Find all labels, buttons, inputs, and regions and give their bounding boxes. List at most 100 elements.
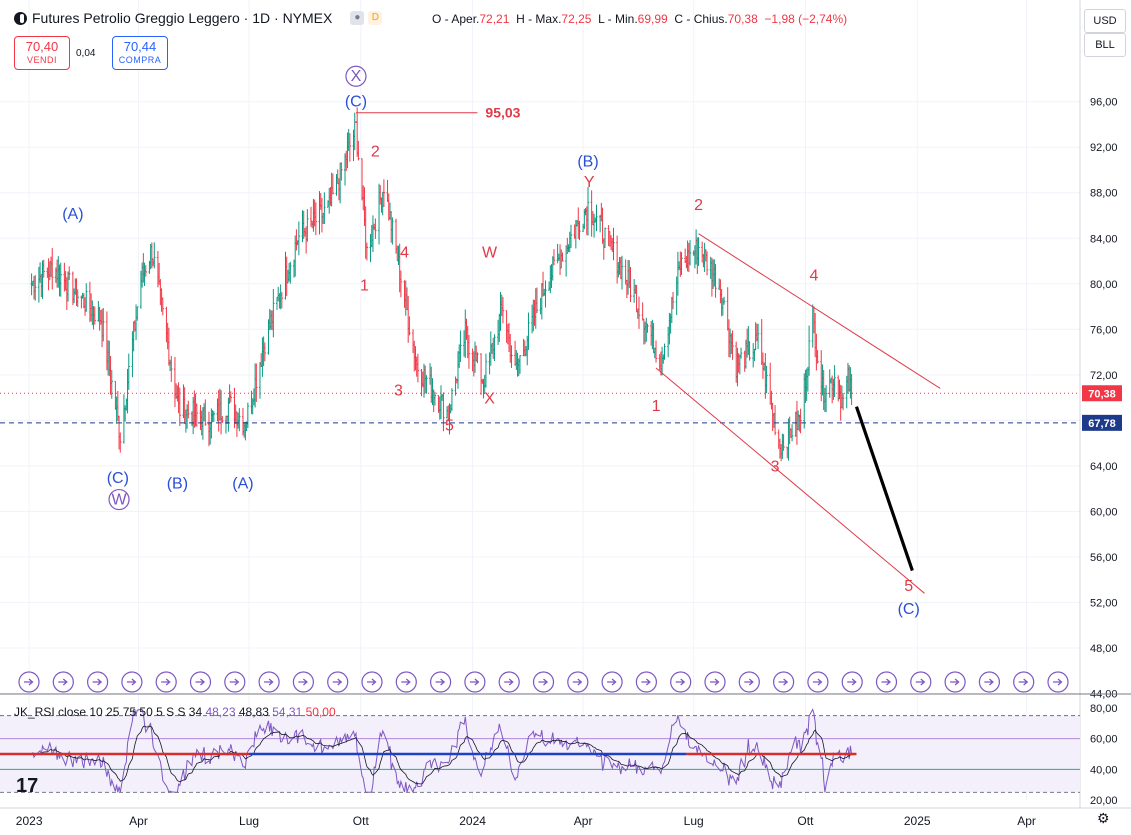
- arrow-icon: [332, 678, 343, 686]
- y-tick-label: 72,00: [1090, 370, 1118, 382]
- sell-price: 70,40: [25, 39, 59, 54]
- tv-logo: 17: [16, 775, 38, 797]
- rsi-y-tick: 20,00: [1090, 795, 1118, 807]
- wave-label: Y: [584, 174, 595, 191]
- x-tick-label: 2025: [904, 814, 931, 828]
- x-tick-label: Apr: [574, 814, 593, 828]
- x-tick-label: Lug: [684, 814, 704, 828]
- arrow-icon: [367, 678, 377, 686]
- y-tick-label: 60,00: [1090, 506, 1118, 518]
- wave-label: 4: [809, 267, 818, 284]
- low-value: 69,99: [637, 12, 668, 26]
- rsi-y-tick: 40,00: [1090, 764, 1118, 776]
- arrow-icon: [161, 678, 171, 686]
- arrow-icon: [401, 678, 411, 686]
- wave-label: 2: [371, 143, 380, 160]
- wave-label: 5: [445, 418, 454, 435]
- y-tick-label: 52,00: [1090, 597, 1118, 609]
- rsi-y-tick: 80,00: [1090, 703, 1118, 715]
- arrow-icon: [675, 678, 686, 686]
- arrow-icon: [778, 678, 789, 686]
- symbol-dot-icon: [14, 11, 27, 25]
- arrow-icon: [24, 678, 34, 686]
- rsi-signal-line: [31, 725, 852, 785]
- arrow-icon: [881, 678, 891, 686]
- sell-button[interactable]: 70,40 VENDI: [14, 36, 70, 70]
- price-grid: [0, 0, 1080, 800]
- wave-label: (B): [577, 154, 598, 171]
- price-badge-label: 67,78: [1088, 418, 1116, 430]
- settings-gear-icon[interactable]: ⚙: [1097, 810, 1110, 826]
- buy-price: 70,44: [123, 39, 157, 54]
- x-tick-label: Apr: [1017, 814, 1036, 828]
- high-value: 72,25: [561, 12, 592, 26]
- high-label: H - Max.: [516, 12, 562, 26]
- rsi-value-2: 48,83: [238, 705, 269, 719]
- wave-label: W: [482, 245, 498, 262]
- arrow-icon: [572, 678, 583, 686]
- arrow-icon: [1053, 678, 1063, 686]
- wave-label: (A): [62, 206, 83, 223]
- trend-line: [854, 406, 914, 572]
- x-tick-label: Lug: [239, 814, 259, 828]
- currency-selector[interactable]: USD: [1084, 9, 1126, 33]
- symbol-title[interactable]: Futures Petrolio Greggio Leggero · 1D · …: [32, 10, 333, 26]
- wave-label: 1: [652, 398, 661, 415]
- wave-circle: [345, 65, 367, 87]
- arrow-icon: [984, 678, 994, 686]
- rsi-params: close 10 25 75 50 5 S S 34: [58, 705, 203, 719]
- unit-selector[interactable]: BLL: [1084, 33, 1126, 57]
- change-value: −1,98 (−2,74%): [764, 12, 848, 26]
- close-value: 70,38: [727, 12, 758, 26]
- arrow-icon: [915, 678, 926, 686]
- arrow-icon: [1018, 678, 1029, 686]
- y-tick-label: 88,00: [1090, 188, 1118, 200]
- x-tick-label: Ott: [353, 814, 370, 828]
- data-badge[interactable]: D: [368, 11, 383, 25]
- candles: [30, 107, 853, 462]
- open-label: O - Aper.: [432, 12, 480, 26]
- close-label: C - Chius.: [674, 12, 728, 26]
- x-tick-label: Apr: [129, 814, 148, 828]
- sell-label: VENDI: [26, 55, 57, 65]
- arrow-icon: [710, 678, 720, 686]
- x-tick-label: 2023: [16, 814, 43, 828]
- wave-label: X: [484, 390, 495, 407]
- trend-line: [655, 367, 925, 594]
- ohlc-readout: O - Aper.72,21 H - Max.72,25 L - Min.69,…: [432, 12, 847, 26]
- symbol-legend: Futures Petrolio Greggio Leggero · 1D · …: [14, 10, 383, 26]
- wave-label: 4: [400, 245, 409, 262]
- rsi-value-1: 48,23: [205, 705, 236, 719]
- rsi-title[interactable]: JK_RSI: [14, 705, 55, 719]
- wave-label: 3: [394, 382, 403, 399]
- y-tick-label: 80,00: [1090, 279, 1118, 291]
- wave-label: (A): [232, 476, 253, 493]
- arrow-icon: [92, 678, 103, 686]
- arrow-icon: [504, 678, 514, 686]
- spread-value: 0,04: [76, 48, 96, 59]
- arrow-icon: [229, 678, 240, 686]
- rsi-y-tick: 60,00: [1090, 734, 1118, 746]
- arrow-icon: [607, 678, 617, 686]
- arrow-icon: [469, 678, 480, 686]
- wave-label: X: [351, 68, 362, 85]
- arrow-icon: [126, 678, 137, 686]
- arrow-icon: [435, 678, 446, 686]
- wave-circle: [108, 488, 130, 511]
- eye-icon[interactable]: ●: [350, 11, 365, 25]
- buy-button[interactable]: 70,44 COMPRA: [112, 36, 168, 70]
- y-tick-label: 96,00: [1090, 97, 1118, 109]
- y-tick-label: 48,00: [1090, 643, 1118, 655]
- y-tick-label: 76,00: [1090, 324, 1118, 336]
- x-tick-label: 2024: [459, 814, 486, 828]
- y-tick-label: 56,00: [1090, 552, 1118, 564]
- wave-label: 2: [694, 197, 703, 214]
- rsi-line: [31, 708, 853, 794]
- arrow-icon: [744, 678, 754, 686]
- wave-label: W: [112, 492, 128, 509]
- arrow-icon: [950, 678, 960, 686]
- wave-label: 5: [904, 578, 913, 595]
- price-badge: [1082, 385, 1122, 402]
